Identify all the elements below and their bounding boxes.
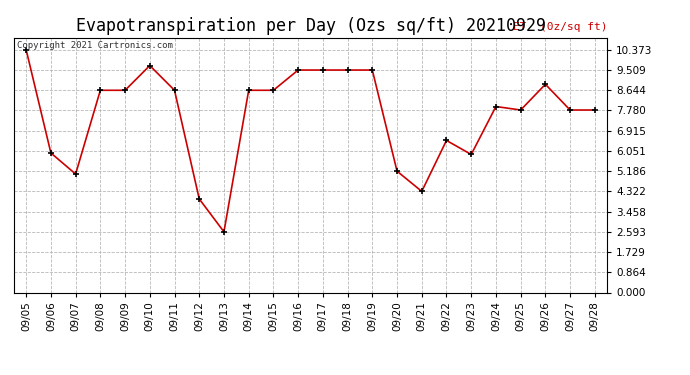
Text: Copyright 2021 Cartronics.com: Copyright 2021 Cartronics.com (17, 41, 172, 50)
Text: ET  (0z/sq ft): ET (0z/sq ft) (513, 22, 607, 32)
Title: Evapotranspiration per Day (Ozs sq/ft) 20210929: Evapotranspiration per Day (Ozs sq/ft) 2… (75, 16, 546, 34)
